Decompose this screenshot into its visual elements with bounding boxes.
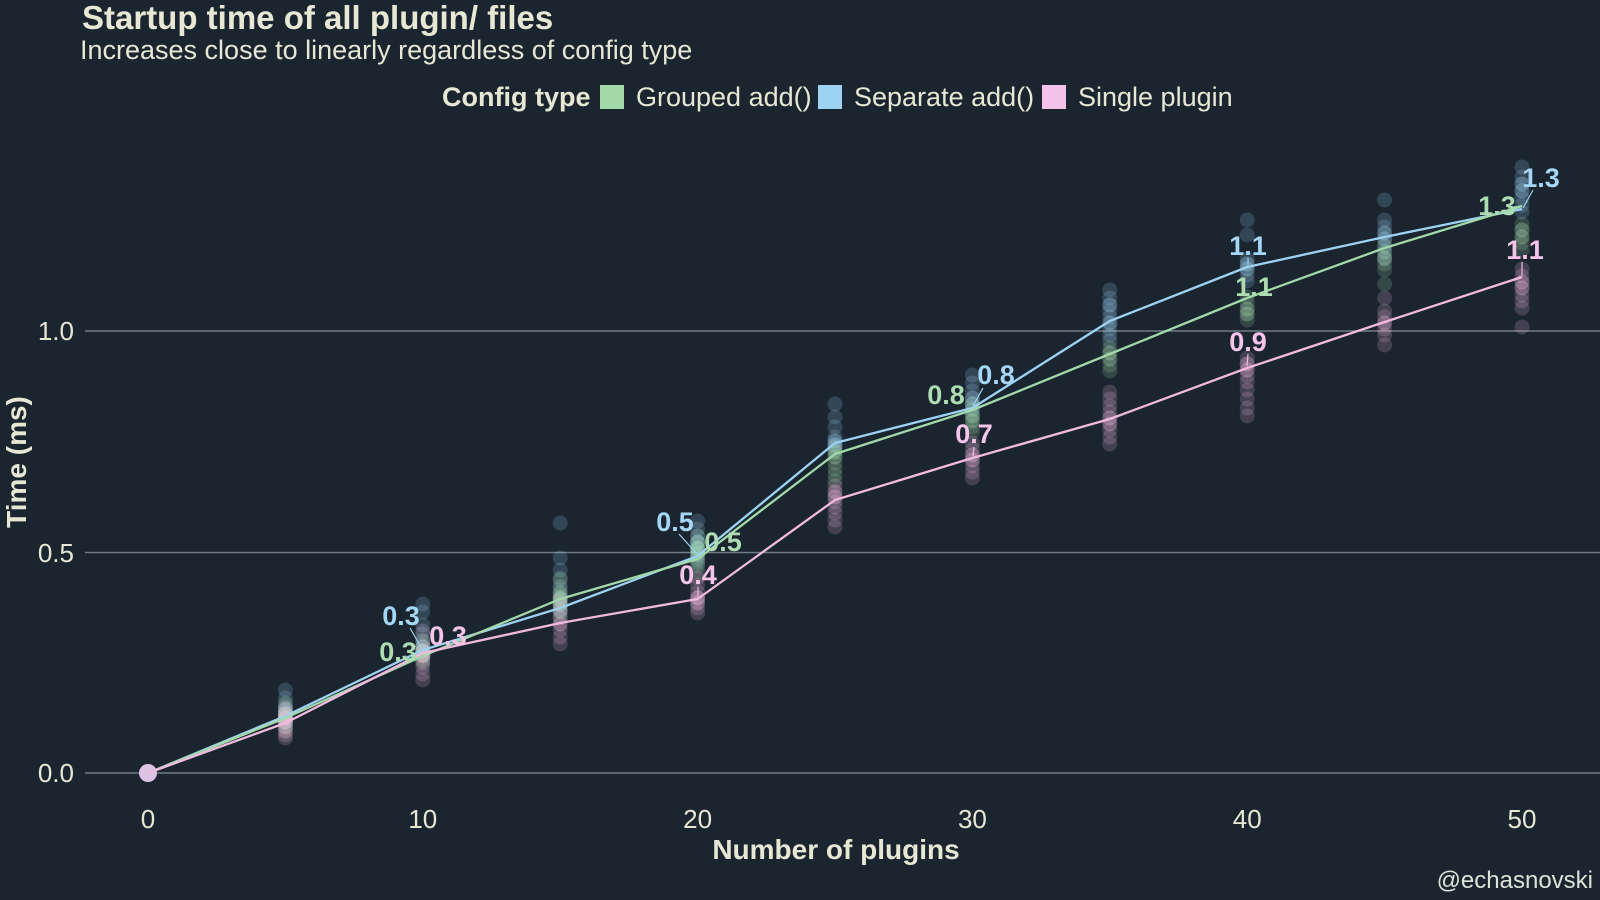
svg-text:0.0: 0.0 — [38, 758, 74, 788]
svg-text:0.3: 0.3 — [379, 637, 417, 667]
svg-text:1.3: 1.3 — [1522, 163, 1560, 193]
svg-text:Grouped add(): Grouped add() — [636, 82, 812, 112]
svg-text:1.3: 1.3 — [1478, 191, 1516, 221]
svg-text:Number of plugins: Number of plugins — [712, 834, 959, 865]
svg-text:0.8: 0.8 — [927, 380, 965, 410]
svg-text:0.8: 0.8 — [977, 360, 1015, 390]
svg-text:40: 40 — [1233, 804, 1262, 834]
svg-text:Time (ms): Time (ms) — [1, 396, 32, 528]
svg-text:0.4: 0.4 — [679, 560, 717, 590]
svg-text:Separate add(): Separate add() — [854, 82, 1034, 112]
svg-text:Increases close to linearly re: Increases close to linearly regardless o… — [80, 35, 692, 65]
svg-text:1.1: 1.1 — [1506, 235, 1544, 265]
svg-text:Startup time of all plugin/ fi: Startup time of all plugin/ files — [82, 0, 553, 36]
svg-text:1.0: 1.0 — [38, 316, 74, 346]
svg-text:0: 0 — [141, 804, 155, 834]
svg-text:0.3: 0.3 — [429, 621, 467, 651]
svg-text:10: 10 — [408, 804, 437, 834]
svg-text:50: 50 — [1508, 804, 1537, 834]
svg-text:0.5: 0.5 — [704, 527, 742, 557]
svg-text:0.5: 0.5 — [38, 538, 74, 568]
svg-text:0.5: 0.5 — [656, 507, 694, 537]
svg-text:Config type: Config type — [442, 82, 591, 112]
svg-text:Single plugin: Single plugin — [1078, 82, 1233, 112]
svg-text:0.9: 0.9 — [1229, 327, 1267, 357]
svg-text:30: 30 — [958, 804, 987, 834]
svg-text:0.7: 0.7 — [955, 419, 993, 449]
svg-text:20: 20 — [683, 804, 712, 834]
svg-text:1.1: 1.1 — [1229, 231, 1267, 261]
svg-text:@echasnovski: @echasnovski — [1437, 867, 1593, 894]
svg-text:1.1: 1.1 — [1235, 272, 1273, 302]
svg-text:0.3: 0.3 — [382, 601, 420, 631]
